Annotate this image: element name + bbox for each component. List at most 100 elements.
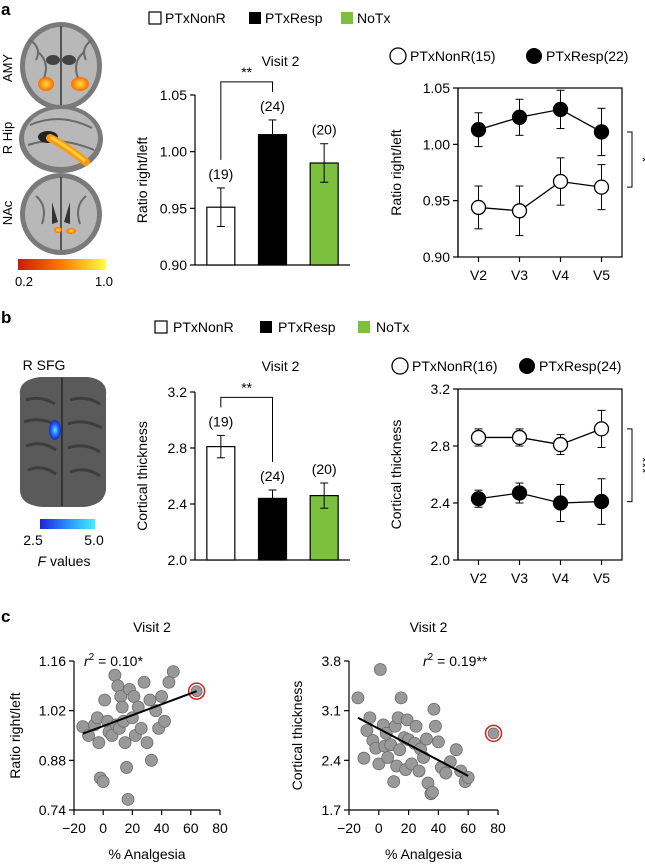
x-tick-label: V2 [470,267,487,283]
y-tick-label: 3.8 [322,653,342,669]
y-tick-label: 1.00 [423,136,450,152]
label-amy: AMY [0,54,15,83]
scatter-point [393,743,407,757]
data-point-nonr [511,429,528,446]
legend-resp-label: PTxResp [278,319,336,335]
scatter-point [144,753,158,767]
legend-nonr-swatch [154,320,168,334]
bar-chart-ratio: Visit 2 0.90 0.95 1.00 1.05 Ratio right/left (… [134,53,350,273]
legend-nontx-label: NoTx [357,10,390,26]
nac-brain-slice [20,173,102,255]
x-tick-label: 40 [431,820,447,836]
data-point-resp [552,101,569,118]
f-values-label: F values [38,553,91,569]
x-tick-label: V5 [593,570,610,586]
panel-letter-b: b [1,308,11,327]
x-tick-label: V3 [511,570,528,586]
chart-title: Visit 2 [133,619,171,635]
f-values-rest: values [46,553,90,569]
y-tick-label: 1.16 [39,653,66,669]
scatter-point [118,736,132,749]
significance-bracket [220,396,273,462]
bar-count-label: (24) [260,468,285,484]
r2-symbol: r [84,653,90,669]
highlight-point [487,727,500,740]
x-tick-label: 60 [183,820,199,836]
brain-panel-b: R SFG 2.5 5.0 F values [19,357,107,569]
y-axis-label: Ratio right/left [134,137,150,223]
significance-bracket [627,428,633,503]
scatter-chart-ratio: Visit 2 0.74 0.88 1.02 1.16 −20 0 20 40 60 80 % Ana… [7,619,228,862]
y-tick-label: 2.0 [431,552,451,568]
bar-chart-thickness: Visit 2 2.0 2.4 2.8 3.2 Cortical thickness (19… [134,358,350,568]
legend-line-a: PTxNonR(15) PTxResp(22) [389,47,628,65]
data-point-nonr [470,199,487,216]
y-axis-label: Cortical thickness [134,421,150,531]
data-point-nonr [593,421,610,437]
scatter-point [387,775,401,789]
y-axis-label: Cortical thickness [289,681,305,791]
data-point-nonr [552,436,569,453]
label-r-hip: R Hip [0,122,15,155]
legend-resp-label: PTxResp(24) [539,358,621,374]
y-tick-label: 0.90 [160,257,187,273]
x-tick-label: V3 [511,267,528,283]
y-tick-label: 3.2 [168,384,188,400]
bar-ptxresp [257,134,288,266]
bar-ptxresp [257,497,288,561]
label-r-sfg: R SFG [23,357,66,373]
y-tick-label: 2.8 [168,440,188,456]
colorbar-hot-min: 0.2 [15,274,33,289]
scatter-point [409,719,423,733]
colorbar-hot-max: 1.0 [95,274,113,289]
x-tick-label: 0 [375,820,383,836]
colorbar-hot [18,259,106,270]
legend-nonr-label: PTxNonR [173,319,234,335]
scatter-point [134,722,148,735]
scatter-point [400,713,414,727]
y-axis-label: Ratio right/left [388,129,404,215]
x-tick-label: V5 [593,267,610,283]
label-nac: NAc [0,200,15,225]
scatter-point [162,675,176,689]
colorbar-cool-max: 5.0 [84,532,104,548]
data-point-resp [470,122,487,138]
scatter-chart-thickness: Visit 2 1.7 2.4 3.1 3.8 −20 0 20 40 60 80 % Analges… [289,619,506,862]
y-tick-label: 3.1 [322,703,342,719]
scatter-point [427,702,441,716]
scatter-point [373,663,387,676]
plot-frame [457,388,623,561]
sfg-brain-render [19,377,107,507]
scatter-point [381,751,395,764]
y-tick-label: 1.05 [423,80,450,96]
legend-nonr-label: PTxNonR [165,10,226,26]
scatter-point [360,724,374,737]
legend-resp-label: PTxResp [265,10,323,26]
bar-ptxnonr [206,446,236,561]
data-point-resp [511,109,528,125]
y-tick-label: 3.2 [431,381,451,397]
legend-nonr-label: PTxNonR(15) [410,48,496,64]
r2-superscript: 2 [428,652,434,663]
y-tick-label: 0.90 [423,249,450,265]
y-tick-label: 0.95 [160,200,187,216]
bar-count-label: (20) [312,122,337,138]
scatter-point [439,766,453,780]
scatter-point [429,719,442,733]
legend-bar-a: PTxNonR PTxResp NoTx [148,10,390,26]
x-tick-label: 0 [99,820,107,836]
legend-resp-swatch [249,12,261,24]
r2-superscript: 2 [89,652,95,663]
scatter-point [449,743,463,757]
significance-label: ** [241,64,252,80]
significance-label: *** [635,457,645,474]
x-tick-label: −20 [62,820,86,836]
panel-letter-c: c [1,607,10,626]
legend-resp-label: PTxResp(22) [546,48,628,64]
legend-nonr-label: PTxNonR(16) [412,358,498,374]
scatter-point [357,751,371,765]
y-tick-label: 1.00 [160,144,187,160]
legend-resp-swatch [260,321,272,333]
series-line [478,428,602,446]
